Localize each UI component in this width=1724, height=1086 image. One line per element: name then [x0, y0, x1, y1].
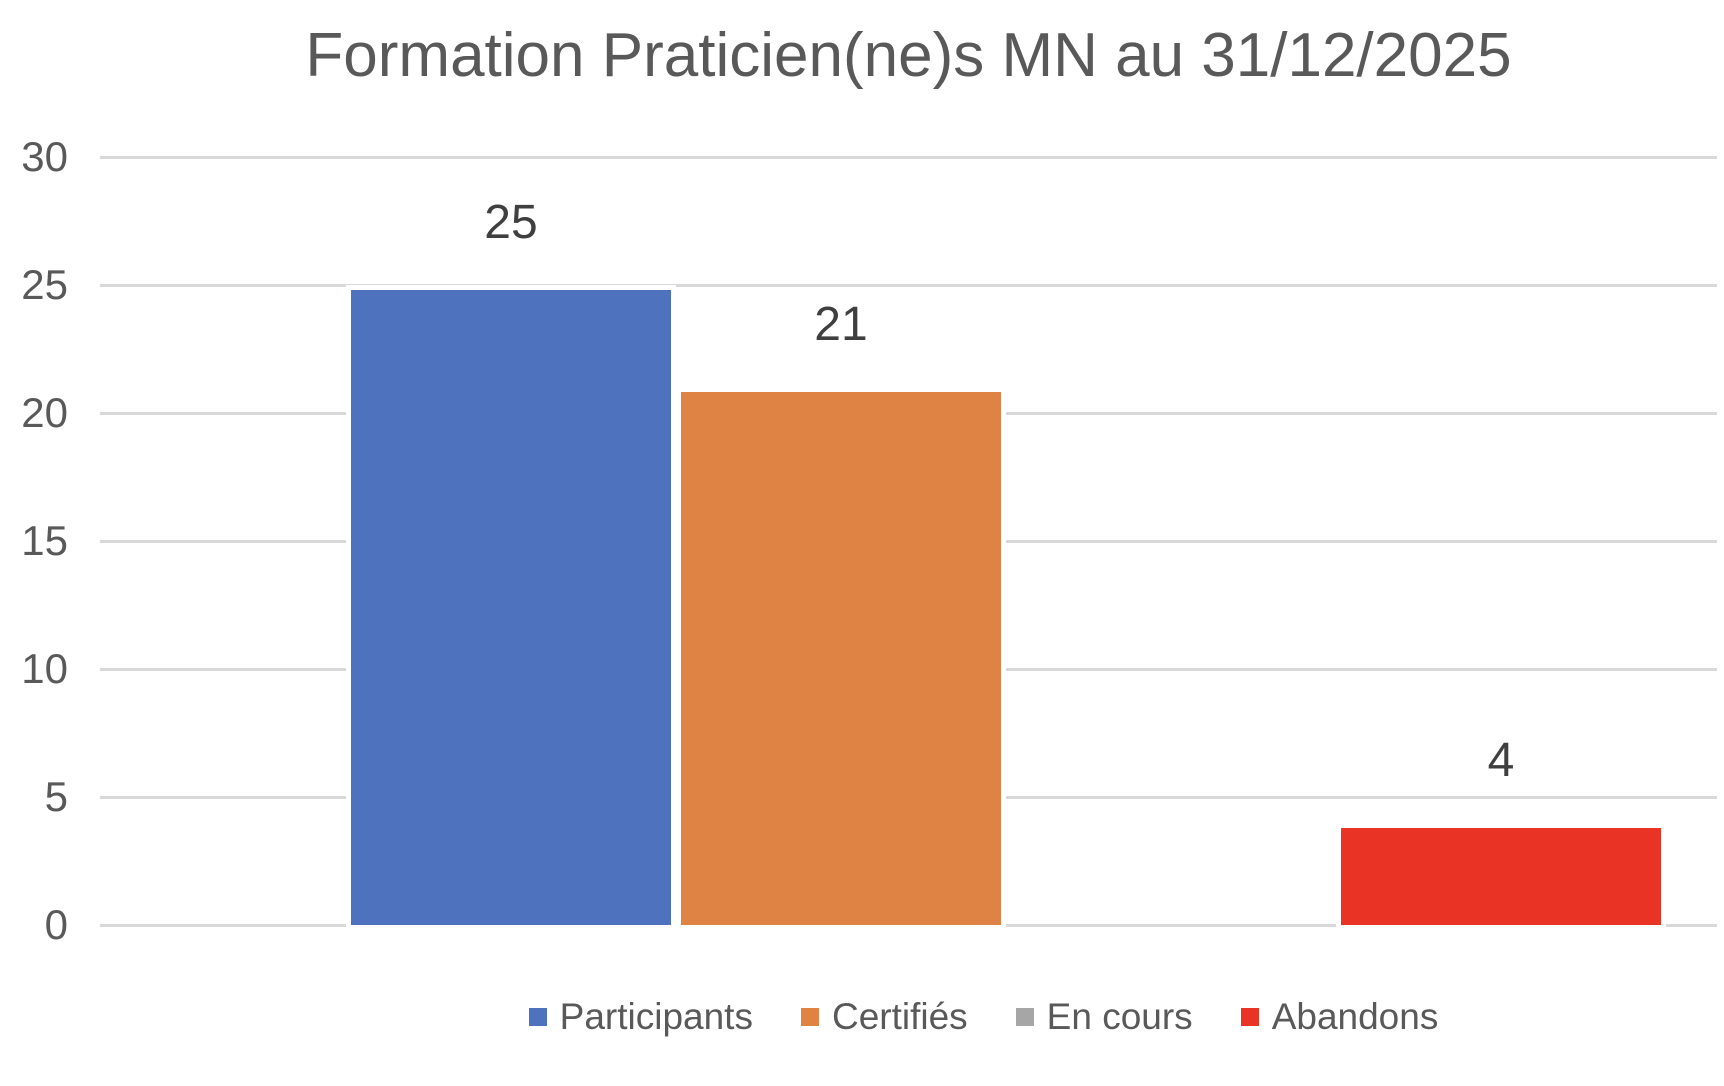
- y-tick-label: 25: [21, 261, 68, 308]
- legend-item-certifiés[interactable]: Certifiés: [800, 996, 968, 1038]
- legend-item-en-cours[interactable]: En cours: [1015, 996, 1193, 1038]
- y-tick-label: 15: [21, 517, 68, 564]
- bar-certifiés[interactable]: [676, 387, 1006, 930]
- y-tick-label: 30: [21, 133, 68, 180]
- legend-swatch-icon: [528, 1008, 547, 1026]
- legend-swatch-icon: [800, 1008, 819, 1026]
- legend-item-participants[interactable]: Participants: [528, 996, 753, 1038]
- legend-item-abandons[interactable]: Abandons: [1240, 996, 1439, 1038]
- legend-label: En cours: [1046, 996, 1193, 1037]
- gridline: [100, 283, 1717, 287]
- legend-label: Certifiés: [831, 996, 968, 1037]
- legend-swatch-icon: [1015, 1008, 1034, 1026]
- legend-swatch-icon: [1240, 1008, 1259, 1026]
- y-tick-label: 5: [44, 773, 68, 820]
- legend: Participants Certifiés En cours Abandons: [175, 996, 1724, 1038]
- plot-area: 25 21 4: [100, 155, 1717, 930]
- y-tick-label: 10: [21, 645, 68, 692]
- y-tick-label: 0: [44, 901, 68, 948]
- y-tick-label: 20: [21, 389, 68, 436]
- bar-participants[interactable]: [346, 285, 676, 930]
- bar-abandons[interactable]: [1336, 822, 1666, 930]
- chart-title: Formation Praticien(ne)s MN au 31/12/202…: [305, 21, 1512, 90]
- data-label-abandons: 4: [1487, 733, 1515, 787]
- legend-label: Abandons: [1271, 996, 1439, 1037]
- gridline: [100, 155, 1717, 159]
- data-label-certifiés: 21: [814, 298, 868, 352]
- data-label-participants: 25: [484, 196, 538, 249]
- legend-label: Participants: [559, 996, 753, 1037]
